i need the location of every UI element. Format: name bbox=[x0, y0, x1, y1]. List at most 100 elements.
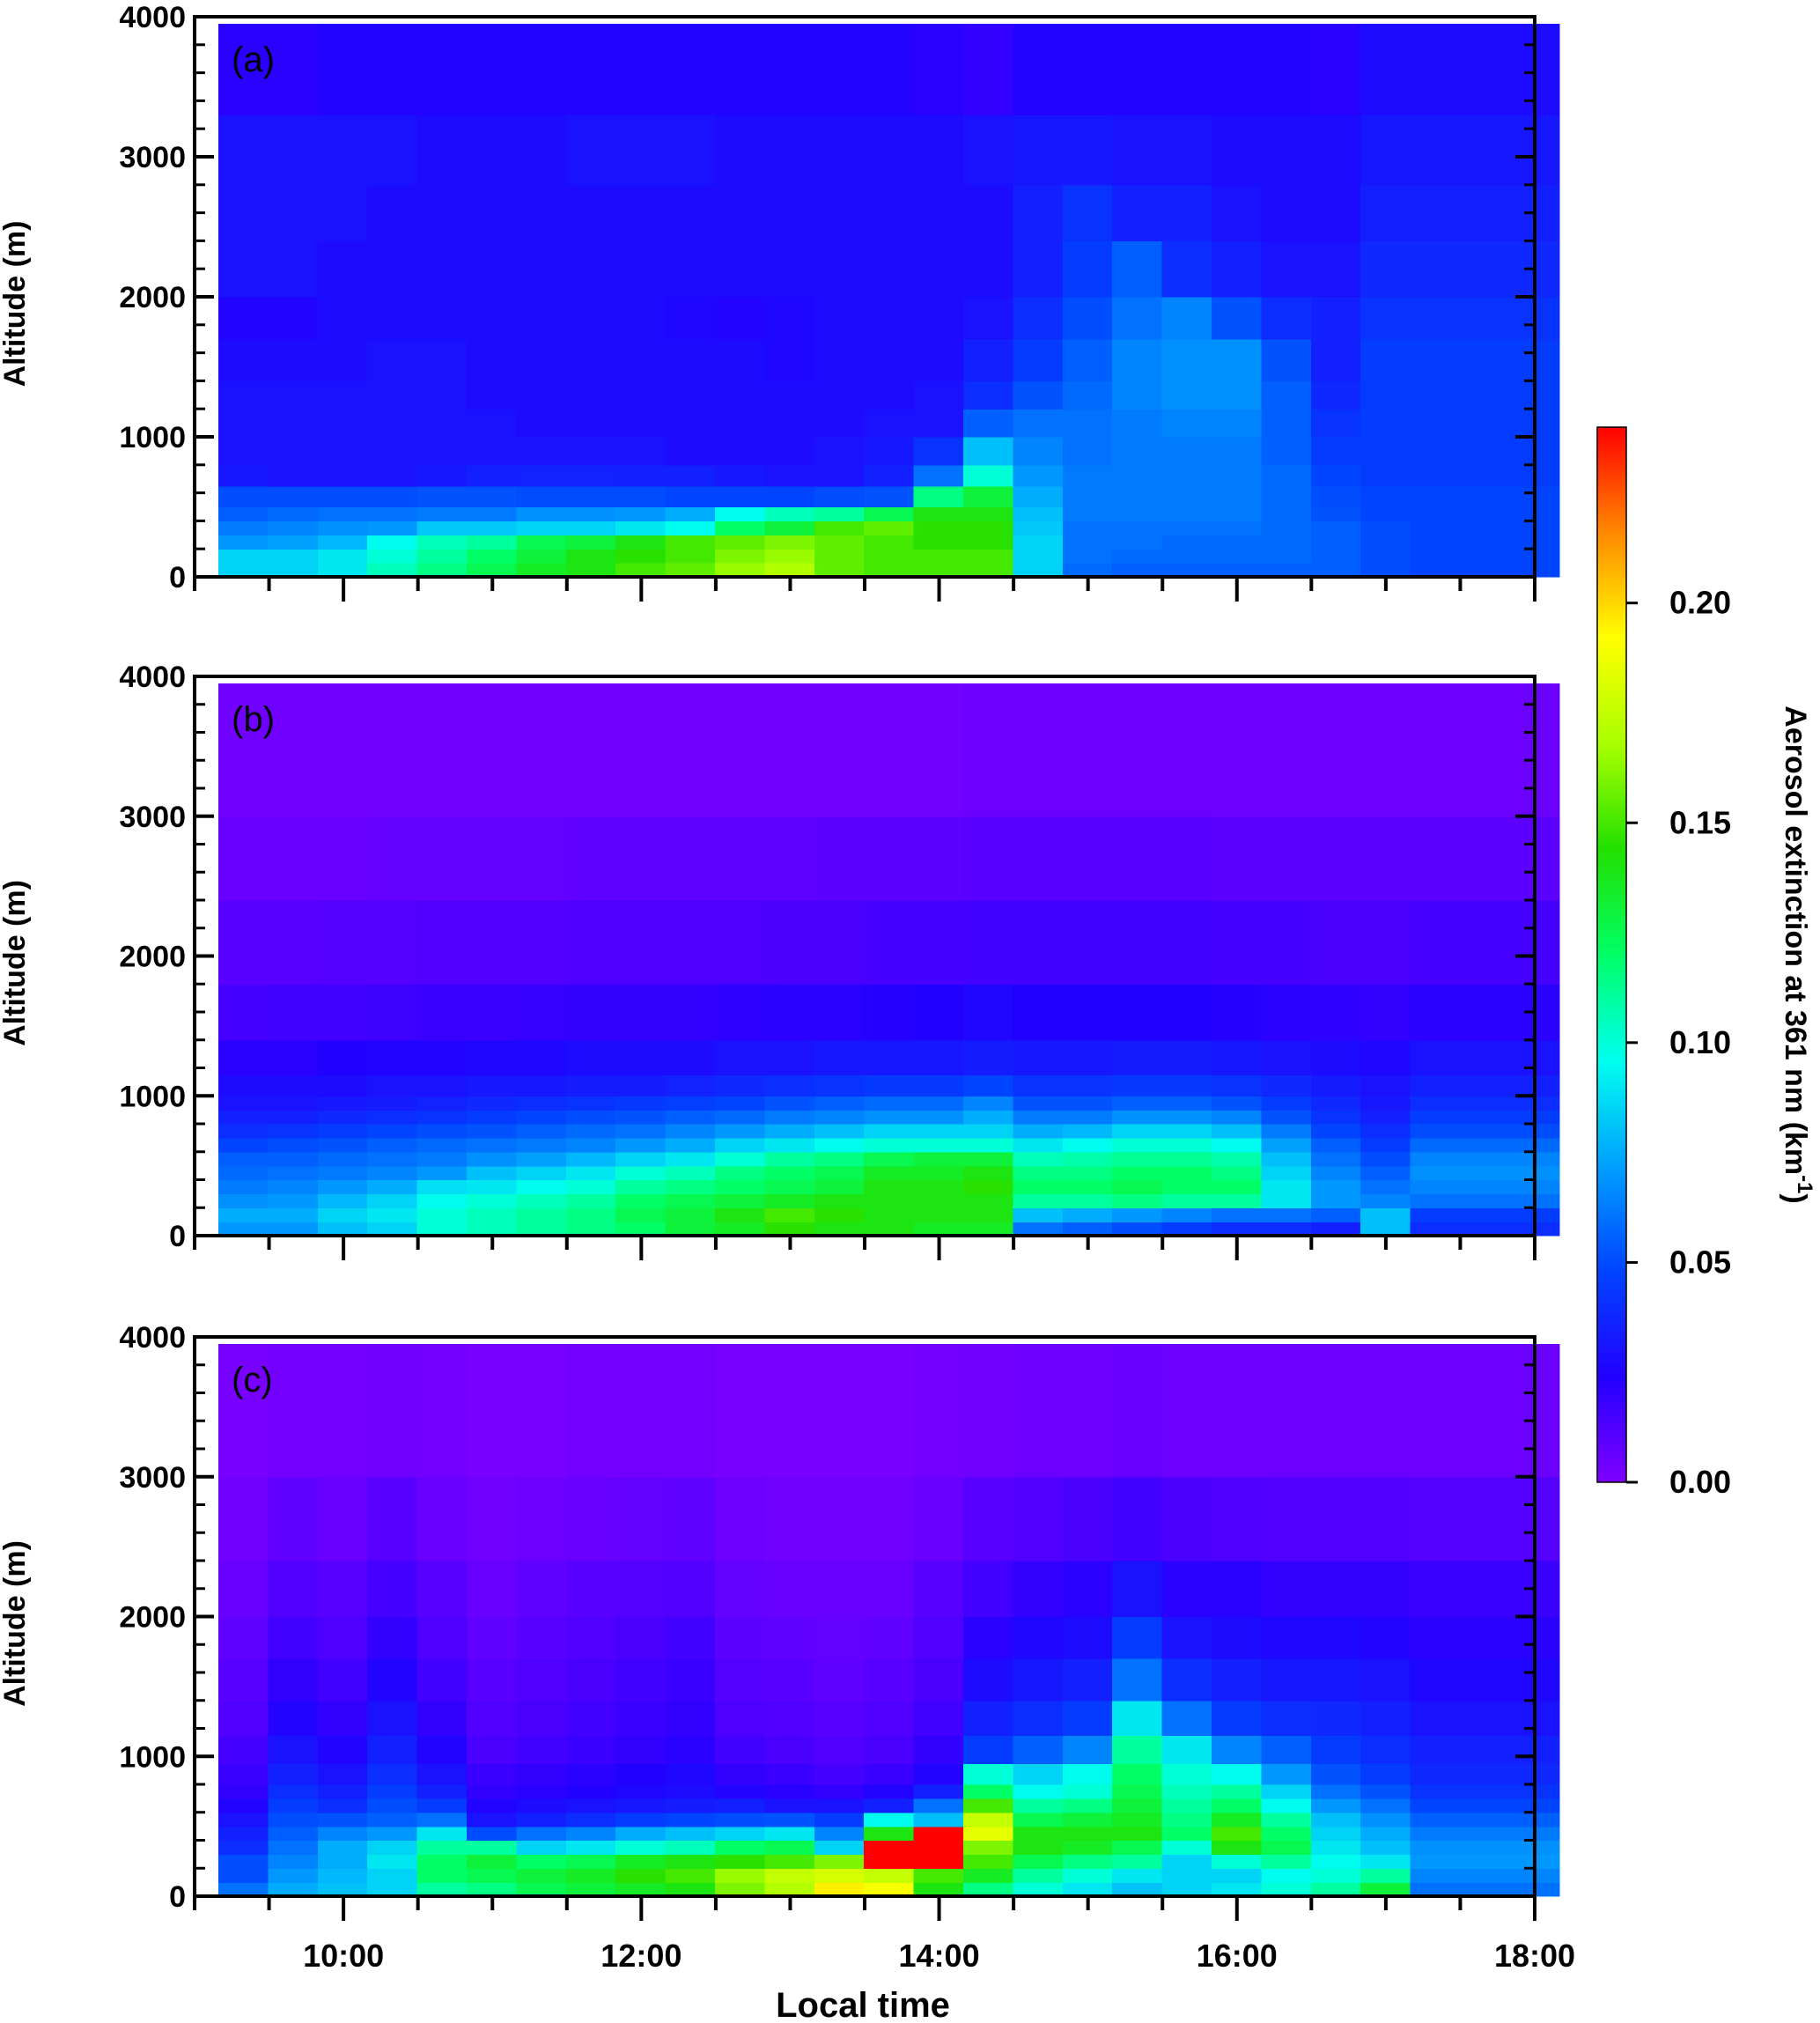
heatmap-cell bbox=[1013, 1193, 1064, 1208]
heatmap-cell bbox=[1112, 114, 1163, 186]
heatmap-cell bbox=[963, 1343, 1013, 1478]
heatmap-cell bbox=[1261, 114, 1312, 186]
heatmap-cell bbox=[1112, 1868, 1163, 1883]
heatmap-cell bbox=[367, 521, 418, 535]
heatmap-cell bbox=[864, 437, 915, 466]
heatmap-cell bbox=[416, 409, 468, 438]
heatmap-cell bbox=[1460, 900, 1510, 985]
heatmap-cell bbox=[516, 1137, 567, 1153]
heatmap-cell bbox=[864, 464, 915, 487]
heatmap-cell bbox=[1161, 485, 1212, 508]
heatmap-cell bbox=[1062, 683, 1113, 817]
heatmap-cell bbox=[1460, 114, 1510, 186]
heatmap-cell bbox=[764, 1826, 815, 1842]
colorbar-label-close: ) bbox=[1779, 1193, 1812, 1203]
heatmap-cell bbox=[1410, 816, 1461, 901]
heatmap-cell bbox=[1261, 816, 1312, 901]
y-tick-label: 2000 bbox=[119, 281, 186, 314]
heatmap-cell bbox=[1013, 1854, 1064, 1869]
heatmap-cell bbox=[665, 437, 716, 466]
heatmap-cell bbox=[1161, 1616, 1212, 1659]
heatmap-cell bbox=[1212, 409, 1262, 438]
heatmap-cell bbox=[1062, 1110, 1113, 1125]
heatmap-cell bbox=[913, 1110, 964, 1125]
heatmap-cell bbox=[367, 1124, 418, 1139]
heatmap-cell bbox=[1310, 1193, 1361, 1208]
heatmap-cell bbox=[1261, 23, 1312, 115]
heatmap-cell bbox=[218, 1151, 269, 1167]
heatmap-cell bbox=[665, 1343, 716, 1478]
heatmap-cell bbox=[1161, 549, 1212, 564]
heatmap-cell bbox=[1410, 900, 1461, 985]
heatmap-cell bbox=[913, 1561, 964, 1618]
heatmap-cell bbox=[1161, 380, 1212, 410]
heatmap-cell bbox=[715, 549, 765, 564]
heatmap-cell bbox=[615, 1137, 667, 1153]
heatmap-cell bbox=[416, 1882, 468, 1897]
heatmap-cell bbox=[467, 1137, 517, 1153]
heatmap-cell bbox=[963, 1616, 1013, 1659]
heatmap-cell bbox=[1410, 1207, 1461, 1222]
heatmap-cell bbox=[367, 380, 418, 410]
heatmap-cell bbox=[1161, 1561, 1212, 1618]
heatmap-cell bbox=[1261, 521, 1312, 535]
heatmap-cell bbox=[1410, 1179, 1461, 1194]
heatmap-cell bbox=[565, 1039, 616, 1076]
heatmap-cell bbox=[1310, 1840, 1361, 1855]
heatmap-cell bbox=[416, 380, 468, 410]
heatmap-cell bbox=[814, 409, 865, 438]
heatmap-cell bbox=[218, 1658, 269, 1702]
heatmap-cell bbox=[913, 1039, 964, 1076]
heatmap-cell bbox=[963, 984, 1013, 1041]
heatmap-cell bbox=[1460, 297, 1510, 340]
heatmap-cell bbox=[1261, 1476, 1312, 1562]
heatmap-cell bbox=[1261, 1616, 1312, 1659]
heatmap-cell bbox=[268, 1784, 319, 1799]
heatmap-cell bbox=[1212, 1616, 1262, 1659]
heatmap-cell bbox=[1062, 1561, 1113, 1618]
heatmap-cell bbox=[268, 1658, 319, 1702]
heatmap-cell bbox=[864, 549, 915, 564]
heatmap-cell bbox=[1062, 1193, 1113, 1208]
heatmap-cell bbox=[1261, 1110, 1312, 1125]
heatmap-cell bbox=[516, 338, 567, 381]
heatmap-cell bbox=[764, 1039, 815, 1076]
heatmap-cell bbox=[317, 1124, 368, 1139]
heatmap-cell bbox=[467, 1735, 517, 1764]
heatmap-cell bbox=[715, 816, 765, 901]
y-tick-label: 4000 bbox=[119, 1, 186, 34]
heatmap-cell bbox=[814, 1165, 865, 1181]
heatmap-cell bbox=[367, 1343, 418, 1478]
heatmap-cell bbox=[565, 1826, 616, 1842]
y-tick-label: 4000 bbox=[119, 1321, 186, 1355]
heatmap-cell bbox=[715, 1039, 765, 1076]
heatmap-cell bbox=[367, 1193, 418, 1208]
heatmap-cell bbox=[814, 380, 865, 410]
heatmap-cell bbox=[615, 1074, 667, 1096]
heatmap-cell bbox=[665, 1165, 716, 1181]
heatmap-cell bbox=[1410, 184, 1461, 241]
heatmap-cell bbox=[1310, 1110, 1361, 1125]
heatmap-cell bbox=[764, 1137, 815, 1153]
heatmap-cell bbox=[913, 1124, 964, 1139]
heatmap-cell bbox=[913, 23, 964, 115]
heatmap-cell bbox=[715, 1854, 765, 1869]
heatmap-cell bbox=[467, 485, 517, 508]
heatmap-cell bbox=[764, 1854, 815, 1869]
heatmap-cell bbox=[1310, 464, 1361, 487]
y-axis-label: Altitude (m) bbox=[0, 880, 32, 1046]
heatmap-cell bbox=[516, 380, 567, 410]
heatmap-cell bbox=[367, 437, 418, 466]
heatmap-cell bbox=[1161, 240, 1212, 298]
heatmap-cell bbox=[317, 535, 368, 550]
heatmap-cell bbox=[1360, 563, 1411, 578]
heatmap-cell bbox=[665, 240, 716, 298]
heatmap-cell bbox=[516, 1165, 567, 1181]
heatmap-cell bbox=[218, 1882, 269, 1897]
heatmap-cell bbox=[416, 1826, 468, 1842]
heatmap-cell bbox=[1360, 338, 1411, 381]
heatmap-cell bbox=[1360, 23, 1411, 115]
heatmap-cell bbox=[1410, 1039, 1461, 1076]
heatmap-cell bbox=[715, 1193, 765, 1208]
heatmap-cell bbox=[963, 1763, 1013, 1785]
